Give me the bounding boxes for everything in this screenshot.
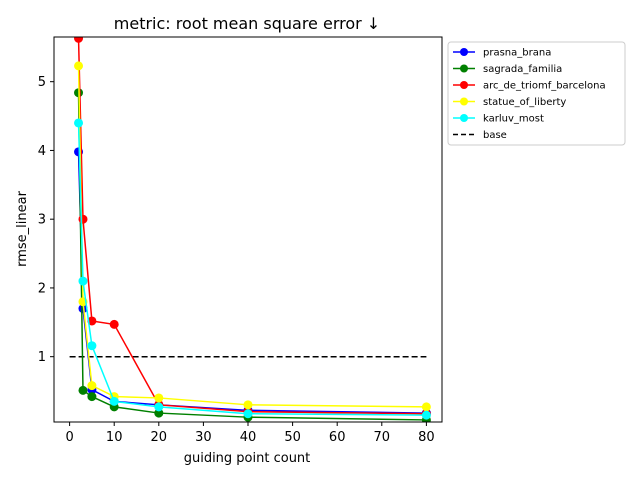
legend-box [447,41,626,146]
data-point-statue_of_liberty [243,400,253,410]
data-point-karluv_most [243,409,253,419]
x-tick-label: 40 [240,430,257,445]
legend-entry-prasna_brana: prasna_brana [453,48,551,59]
plot-area [69,37,431,422]
legend-entry-karluv_most: karluv_most [453,114,544,125]
data-point-karluv_most [421,410,431,420]
x-tick-label: 30 [195,430,212,445]
legend-label: arc_de_triomf_barcelona [483,81,606,92]
x-tick-label: 0 [65,430,73,445]
y-axis-label: rmse_linear [15,190,30,266]
data-point-karluv_most [109,396,119,406]
data-point-statue_of_liberty [87,381,97,391]
data-point-arc_de_triomf_barcelona [74,37,84,43]
chart-title: metric: root mean square error ↓ [114,14,380,33]
x-tick-label: 60 [329,430,346,445]
x-axis-label: guiding point count [184,451,311,466]
x-tick-label: 70 [374,430,391,445]
x-tick-label: 80 [418,430,435,445]
data-point-statue_of_liberty [154,393,164,403]
y-tick-label: 3 [38,213,46,228]
legend-marker [460,81,468,89]
y-tick-label: 4 [38,144,46,159]
y-tick-label: 5 [38,75,46,90]
legend-label: statue_of_liberty [483,97,566,108]
data-point-karluv_most [74,118,84,128]
data-point-arc_de_triomf_barcelona [78,214,88,224]
data-point-karluv_most [154,402,164,412]
data-point-karluv_most [78,276,88,286]
legend-label: prasna_brana [483,48,551,59]
legend-entry-base: base [453,130,507,141]
legend-marker [460,114,468,122]
y-tick-label: 2 [38,281,46,296]
axes-layer: 0 10 20 30 40 50 60 70 80 1 2 3 4 5 [38,36,443,445]
data-point-arc_de_triomf_barcelona [87,316,97,326]
x-tick-label: 20 [151,430,168,445]
legend-entry-statue_of_liberty: statue_of_liberty [453,97,566,108]
data-point-sagrada_familia [78,385,88,395]
data-point-sagrada_familia [154,408,164,418]
legend-label: sagrada_familia [483,64,562,75]
data-point-sagrada_familia [87,392,97,402]
legend-marker [460,97,468,106]
data-point-arc_de_triomf_barcelona [109,319,119,329]
legend-marker [460,64,468,73]
y-tick-label: 1 [38,350,46,365]
plot-layer [69,37,431,422]
x-tick-label: 50 [284,430,301,445]
legend-label: karluv_most [483,114,544,125]
legend-label: base [483,130,507,141]
x-tick-label: 10 [106,430,123,445]
legend: prasna_brana sagrada_familia arc_de_triomf… [447,41,626,146]
data-point-karluv_most [87,341,97,351]
legend-entry-arc_de_triomf_barcelona: arc_de_triomf_barcelona [453,81,606,92]
data-point-statue_of_liberty [421,402,431,412]
legend-entry-sagrada_familia: sagrada_familia [453,64,562,75]
data-point-statue_of_liberty [74,61,84,71]
legend-marker [460,48,468,56]
